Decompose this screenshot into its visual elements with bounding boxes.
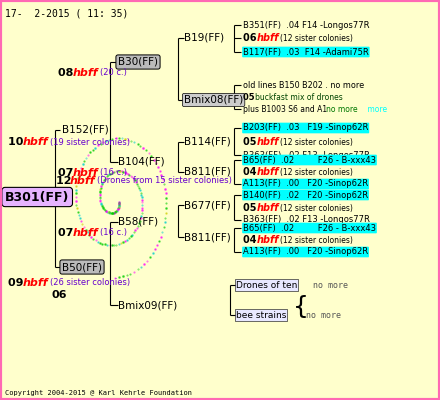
- Text: 05: 05: [243, 92, 257, 102]
- Text: B301(FF): B301(FF): [5, 190, 70, 204]
- Text: B19(FF): B19(FF): [184, 33, 224, 43]
- Text: B65(FF)  .02         F26 - B-xxx43: B65(FF) .02 F26 - B-xxx43: [243, 156, 376, 164]
- Text: (12 sister colonies): (12 sister colonies): [280, 236, 353, 244]
- Text: B677(FF): B677(FF): [184, 200, 231, 210]
- Text: Drones of ten: Drones of ten: [236, 280, 297, 290]
- Text: 09: 09: [8, 278, 27, 288]
- Text: B114(FF): B114(FF): [184, 137, 231, 147]
- Text: (Drones from 15 sister colonies): (Drones from 15 sister colonies): [97, 176, 232, 186]
- Text: 07: 07: [58, 228, 77, 238]
- Text: (12 sister colonies): (12 sister colonies): [280, 204, 353, 212]
- Text: A113(FF)  .00   F20 -Sinop62R: A113(FF) .00 F20 -Sinop62R: [243, 180, 368, 188]
- Text: 17-  2-2015 ( 11: 35): 17- 2-2015 ( 11: 35): [5, 8, 128, 18]
- Text: 08: 08: [58, 68, 77, 78]
- Text: (19 sister colonies): (19 sister colonies): [50, 138, 130, 146]
- Text: hbff: hbff: [73, 68, 99, 78]
- Text: B50(FF): B50(FF): [62, 262, 102, 272]
- Text: B811(FF): B811(FF): [184, 232, 231, 242]
- Text: Bmix09(FF): Bmix09(FF): [118, 300, 177, 310]
- Text: (26 sister colonies): (26 sister colonies): [50, 278, 130, 288]
- Text: hbff: hbff: [73, 168, 99, 178]
- Text: 05: 05: [243, 137, 260, 147]
- Text: no more: no more: [326, 104, 358, 114]
- Text: no more: no more: [306, 310, 341, 320]
- Text: more: more: [365, 104, 387, 114]
- Text: (12 sister colonies): (12 sister colonies): [280, 168, 353, 176]
- Text: B104(FF): B104(FF): [118, 157, 165, 167]
- Text: (20 c.): (20 c.): [100, 68, 127, 78]
- Text: 12: 12: [56, 176, 75, 186]
- Text: hbff: hbff: [257, 167, 279, 177]
- Text: B117(FF)  .03  F14 -Adami75R: B117(FF) .03 F14 -Adami75R: [243, 48, 369, 56]
- Text: {: {: [293, 295, 309, 319]
- Text: B65(FF)  .02         F26 - B-xxx43: B65(FF) .02 F26 - B-xxx43: [243, 224, 376, 232]
- Text: no more: no more: [313, 280, 348, 290]
- Text: Bmix08(FF): Bmix08(FF): [184, 95, 243, 105]
- Text: hbff: hbff: [23, 278, 49, 288]
- Text: (16 c.): (16 c.): [100, 168, 127, 178]
- Text: plus B1003 S6 and A1: plus B1003 S6 and A1: [243, 104, 327, 114]
- Text: 04: 04: [243, 235, 260, 245]
- Text: 06: 06: [243, 33, 260, 43]
- Text: hbff: hbff: [257, 203, 279, 213]
- Text: buckfast mix of drones: buckfast mix of drones: [255, 92, 343, 102]
- Text: (12 sister colonies): (12 sister colonies): [280, 138, 353, 146]
- Text: 06: 06: [52, 290, 67, 300]
- Text: 04: 04: [243, 167, 260, 177]
- Text: hbff: hbff: [70, 176, 95, 186]
- Text: 07: 07: [58, 168, 77, 178]
- Text: B351(FF)  .04 F14 -Longos77R: B351(FF) .04 F14 -Longos77R: [243, 20, 370, 30]
- Text: hbff: hbff: [257, 137, 279, 147]
- Text: 10: 10: [8, 137, 27, 147]
- Text: bee strains: bee strains: [236, 310, 286, 320]
- Text: Copyright 2004-2015 @ Karl Kehrle Foundation: Copyright 2004-2015 @ Karl Kehrle Founda…: [5, 390, 192, 396]
- Text: B30(FF): B30(FF): [118, 57, 158, 67]
- Text: hbff: hbff: [73, 228, 99, 238]
- Text: (16 c.): (16 c.): [100, 228, 127, 238]
- Text: 05: 05: [243, 203, 260, 213]
- Text: B363(FF)  .02 F13 -Longos77R: B363(FF) .02 F13 -Longos77R: [243, 150, 370, 160]
- Text: B58(FF): B58(FF): [118, 217, 158, 227]
- Text: hbff: hbff: [257, 235, 279, 245]
- Text: hbff: hbff: [257, 33, 279, 43]
- Text: B203(FF)  .03   F19 -Sinop62R: B203(FF) .03 F19 -Sinop62R: [243, 124, 368, 132]
- Text: B363(FF)  .02 F13 -Longos77R: B363(FF) .02 F13 -Longos77R: [243, 216, 370, 224]
- Text: (12 sister colonies): (12 sister colonies): [280, 34, 353, 42]
- Text: A113(FF)  .00   F20 -Sinop62R: A113(FF) .00 F20 -Sinop62R: [243, 248, 368, 256]
- Text: hbff: hbff: [23, 137, 49, 147]
- Text: B811(FF): B811(FF): [184, 167, 231, 177]
- Text: B140(FF)  .02   F20 -Sinop62R: B140(FF) .02 F20 -Sinop62R: [243, 190, 368, 200]
- Text: old lines B150 B202 . no more: old lines B150 B202 . no more: [243, 80, 364, 90]
- Text: B152(FF): B152(FF): [62, 125, 109, 135]
